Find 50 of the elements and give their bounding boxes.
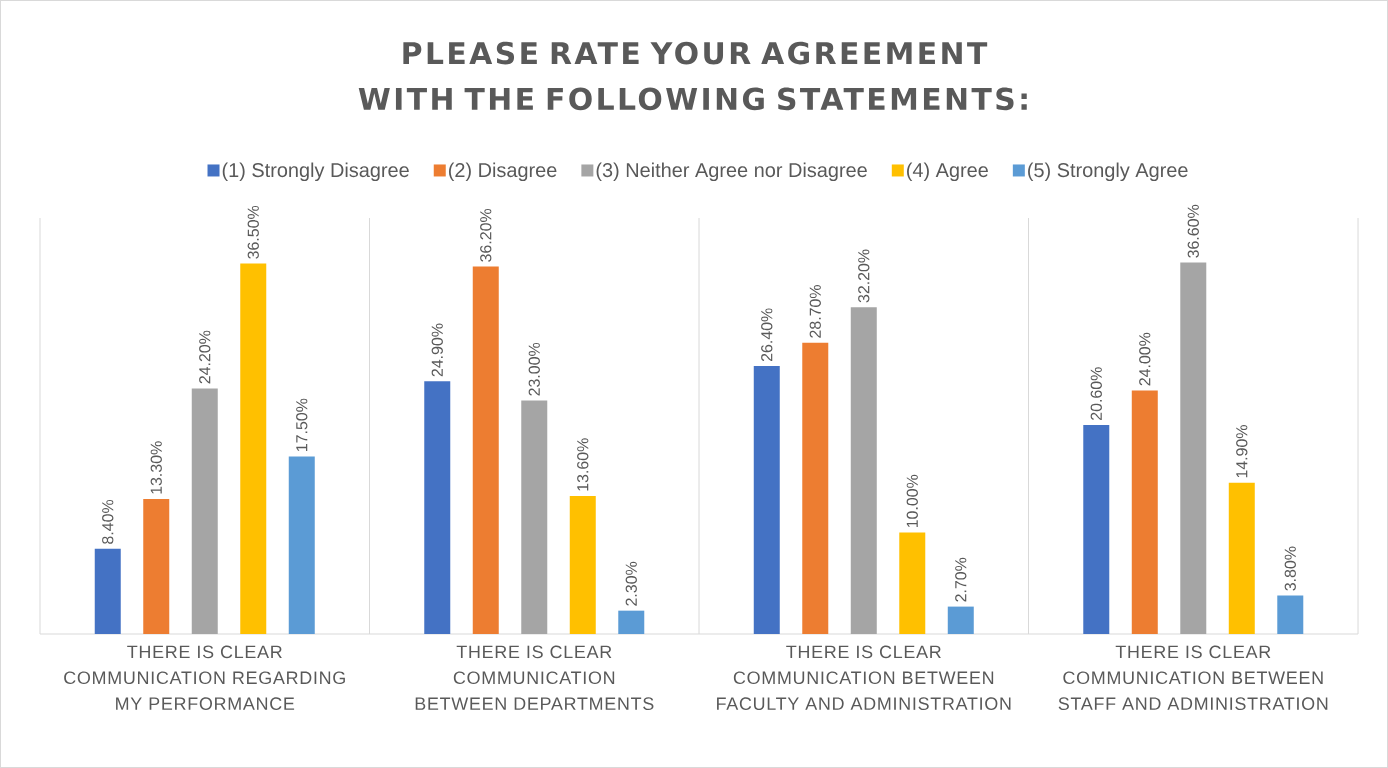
bar [1228,482,1255,634]
data-label: 36.60% [1187,204,1199,258]
bar [424,381,451,634]
data-label: 24.20% [199,330,211,384]
data-label: 23.00% [528,342,540,396]
bar [899,532,926,634]
bar [1277,595,1304,634]
chart-title: PLEASE RATE YOUR AGREEMENT WITH THE FOLLOWING STATEMENTS: [358,41,1027,111]
bar [94,548,121,634]
bar [1083,424,1110,634]
bar [947,606,974,634]
data-label: 8.40% [102,499,114,544]
x-tick-label: THERE IS CLEAR COMMUNICATION BETWEEN DEPARTMENTS [415,645,654,711]
legend-label: (5) Strongly Agree [1028,162,1188,182]
legend-label: (3) Neither Agree nor Disagree [596,162,867,182]
data-label: 24.00% [1139,332,1151,386]
data-label: 14.90% [1236,425,1248,478]
bar [569,495,596,634]
data-label: 36.20% [480,208,492,262]
data-label: 2.30% [625,561,637,606]
x-tick-label: THERE IS CLEAR COMMUNICATION BETWEEN FACULTY AND ADMINISTRATION [717,645,1011,711]
bar [143,499,170,634]
data-label: 20.60% [1090,367,1102,420]
legend-label: (4) Agree [907,162,988,182]
data-label: 32.20% [858,249,870,303]
bar [472,266,499,634]
bar [802,342,829,634]
bar [288,456,315,634]
legend-label: (2) Disagree [448,162,557,182]
bar [1180,262,1207,634]
legend-label: (1) Strongly Disagree [222,162,409,182]
data-label: 26.40% [761,308,773,362]
bar [1131,390,1158,634]
x-tick-label: THERE IS CLEAR COMMUNICATION BETWEEN STAFF AND ADMINISTRATION [1058,645,1328,711]
bar [850,307,877,634]
bar [240,263,267,634]
bar [191,388,218,634]
bar [753,366,780,634]
data-label: 10.00% [906,474,918,528]
data-label: 13.60% [577,438,589,491]
data-label: 3.80% [1284,546,1296,591]
data-label: 24.90% [431,323,443,377]
data-label: 2.70% [955,557,967,602]
data-label: 13.30% [150,441,162,494]
data-label: 36.50% [247,205,259,259]
data-label: 17.50% [296,398,308,451]
bar [618,610,645,634]
bar [521,400,548,634]
x-tick-label: THERE IS CLEAR COMMUNICATION REGARDING MY PERFORMANCE [64,645,345,711]
data-label: 28.70% [809,285,821,338]
